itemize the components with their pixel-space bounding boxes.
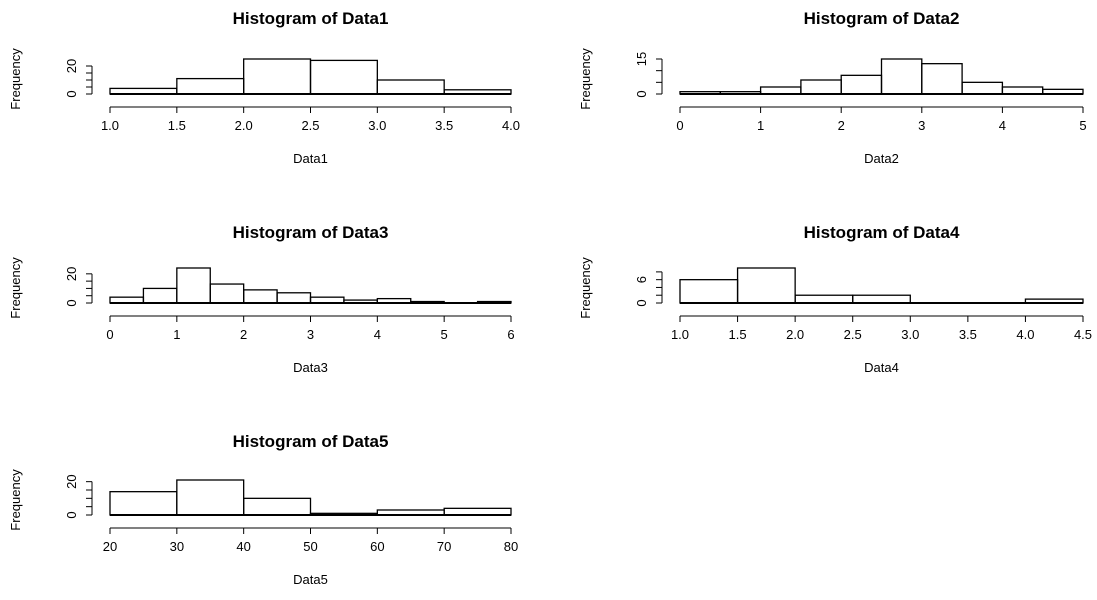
histogram-bar [736, 267, 796, 304]
x-tick-label: 4.0 [502, 118, 520, 133]
histogram-bar [209, 283, 245, 304]
histogram-bar [243, 289, 278, 304]
y-tick-label: 6 [634, 276, 649, 283]
x-tick-label: 3.0 [368, 118, 386, 133]
y-tick-label: 0 [64, 90, 79, 97]
x-tick-label: 2.0 [786, 327, 804, 342]
x-axis-label: Data4 [864, 360, 899, 375]
histogram-bar [309, 59, 378, 95]
histogram-bar [176, 267, 211, 304]
x-tick-label: 2.0 [235, 118, 253, 133]
x-tick-label: 80 [504, 539, 518, 554]
x-tick-label: 4 [999, 118, 1006, 133]
histogram-bar [794, 294, 854, 304]
x-tick-label: 50 [303, 539, 317, 554]
x-tick-label: 5 [441, 327, 448, 342]
chart-title: Histogram of Data5 [233, 432, 389, 451]
y-tick-label: 20 [64, 59, 79, 73]
x-tick-label: 3.5 [959, 327, 977, 342]
x-tick-label: 0 [106, 327, 113, 342]
y-tick-label: 20 [64, 474, 79, 488]
x-tick-label: 4 [374, 327, 381, 342]
histogram-bar [759, 86, 802, 95]
histogram-bar [243, 58, 312, 95]
y-axis-label: Frequency [578, 257, 593, 319]
histogram-bar [852, 294, 911, 304]
histogram-panel-5: Histogram of Data5 20 30 40 50 60 70 80 Data5 0 20… [8, 432, 518, 587]
x-tick-label: 3.5 [435, 118, 453, 133]
x-tick-label: 4.0 [1016, 327, 1034, 342]
x-tick-label: 2.5 [844, 327, 862, 342]
histogram-bar [276, 292, 312, 304]
histogram-bar [176, 77, 245, 95]
chart-title: Histogram of Data4 [804, 223, 960, 242]
y-tick-label: 20 [64, 267, 79, 281]
x-tick-label: 4.5 [1074, 327, 1092, 342]
histogram-panel-2: Histogram of Data2 0 1 2 3 4 5 Data2 0 15 Frequenc… [578, 9, 1087, 166]
chart-title: Histogram of Data2 [804, 9, 960, 28]
y-axis-label: Frequency [8, 257, 23, 319]
x-tick-label: 2 [838, 118, 845, 133]
y-tick-label: 0 [64, 299, 79, 306]
histogram-bar [880, 58, 923, 95]
x-tick-label: 1.5 [168, 118, 186, 133]
x-tick-label: 5 [1079, 118, 1086, 133]
x-tick-label: 6 [507, 327, 514, 342]
x-tick-label: 30 [170, 539, 184, 554]
chart-title: Histogram of Data3 [233, 223, 389, 242]
histogram-bar [961, 81, 1004, 95]
x-tick-label: 60 [370, 539, 384, 554]
y-tick-label: 0 [634, 90, 649, 97]
x-tick-label: 1.0 [101, 118, 119, 133]
x-tick-label: 1 [173, 327, 180, 342]
histogram-panel-3: Histogram of Data3 0 1 2 3 4 5 6 Data3 0 20 Frequen… [8, 223, 515, 375]
histogram-panel-4: Histogram of Data4 1.0 1.5 2.0 2.5 3.0 3.5 4.0 4… [578, 223, 1092, 375]
x-axis-label: Data5 [293, 572, 328, 587]
x-axis-label: Data2 [864, 151, 899, 166]
histogram-bar [1001, 86, 1044, 95]
histogram-bar [142, 287, 178, 304]
x-axis-label: Data3 [293, 360, 328, 375]
histogram-bar [176, 479, 245, 516]
x-tick-label: 3 [918, 118, 925, 133]
histogram-bar [800, 79, 842, 95]
histogram-bar [376, 79, 445, 95]
x-tick-label: 2.5 [301, 118, 319, 133]
y-tick-label: 15 [634, 52, 649, 66]
histogram-panel-1: Histogram of Data1 1.0 1.5 2.0 2.5 3.0 3.5 4.0 D… [8, 9, 520, 166]
histogram-bar [840, 74, 883, 95]
x-tick-label: 3 [307, 327, 314, 342]
x-tick-label: 1.5 [729, 327, 747, 342]
x-tick-label: 20 [103, 539, 117, 554]
x-tick-label: 70 [437, 539, 451, 554]
x-tick-label: 2 [240, 327, 247, 342]
x-tick-label: 1.0 [671, 327, 689, 342]
histogram-bar [679, 279, 739, 304]
histogram-bar [243, 497, 312, 516]
x-axis-label: Data1 [293, 151, 328, 166]
histogram-bar [921, 63, 963, 95]
histogram-bar [109, 491, 178, 516]
x-tick-label: 3.0 [901, 327, 919, 342]
y-axis-label: Frequency [8, 469, 23, 531]
x-tick-label: 1 [757, 118, 764, 133]
y-axis-label: Frequency [8, 48, 23, 110]
chart-title: Histogram of Data1 [233, 9, 389, 28]
x-tick-label: 0 [676, 118, 683, 133]
x-tick-label: 40 [236, 539, 250, 554]
y-tick-label: 0 [634, 299, 649, 306]
y-tick-label: 0 [64, 511, 79, 518]
y-axis-label: Frequency [578, 48, 593, 110]
